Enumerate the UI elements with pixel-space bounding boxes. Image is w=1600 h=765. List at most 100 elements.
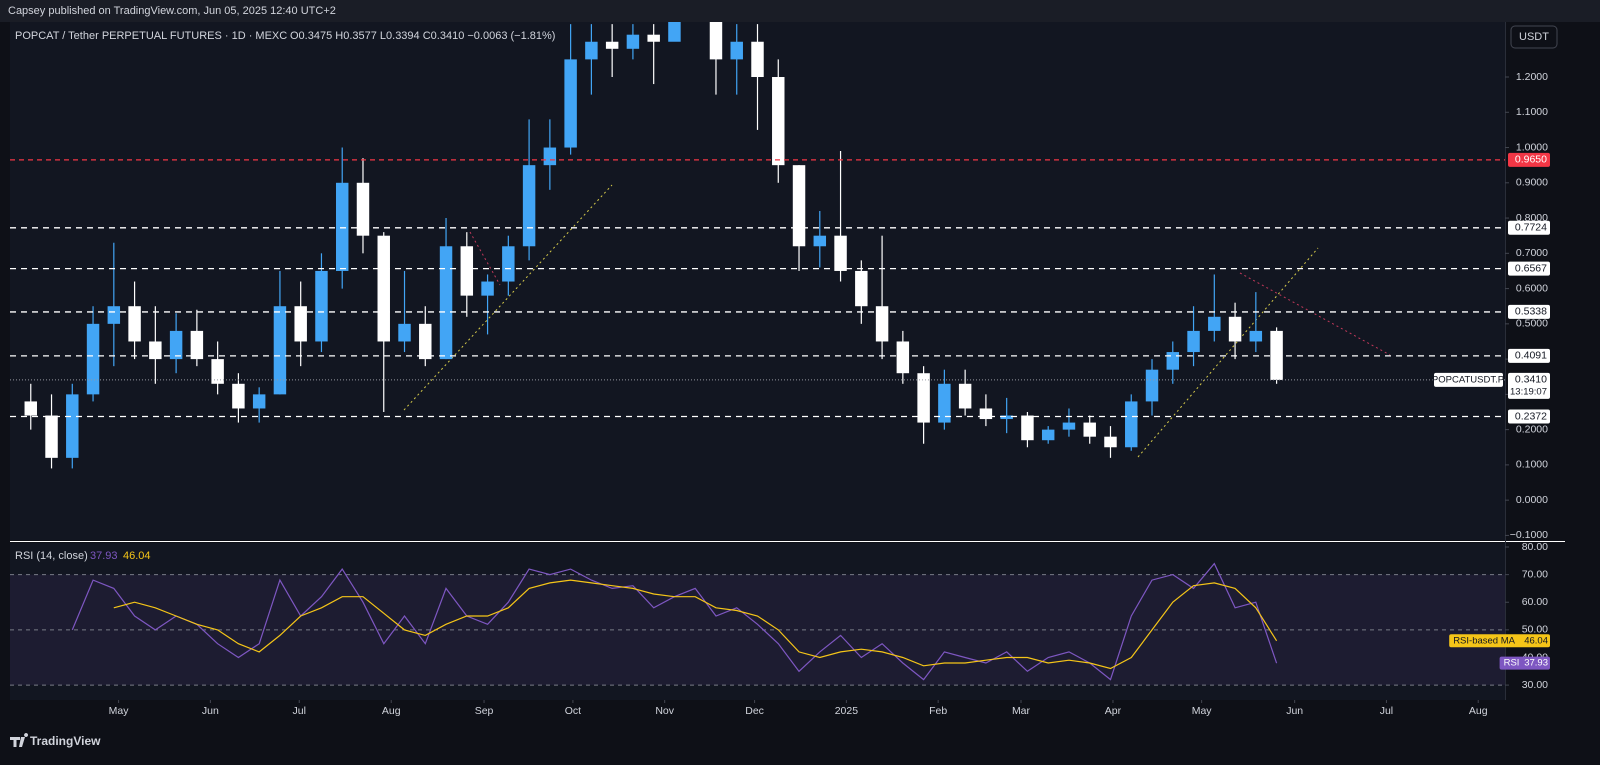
pane-title: RSI (14, close) (15, 550, 88, 562)
candle-body (647, 34, 660, 42)
candle-body (792, 165, 806, 247)
countdown-label: 13:19:07 (1510, 386, 1547, 397)
top-bar (0, 0, 1600, 22)
candle-body (481, 281, 494, 296)
x-tick-label: Jul (1380, 705, 1393, 717)
x-tick-label: Nov (655, 705, 674, 717)
candle-body (855, 270, 868, 307)
candle-body (252, 394, 266, 409)
x-tick-label: Feb (929, 705, 947, 717)
candle-body (502, 246, 515, 282)
brand: TradingView (30, 734, 101, 748)
series-tag-name: RSI (1504, 658, 1520, 669)
trendline (1137, 247, 1319, 458)
candle-body (813, 235, 827, 247)
y-tick-label: 0.7000 (1516, 247, 1548, 259)
candle-body (419, 323, 432, 360)
candle-body (211, 359, 224, 384)
candle-body (772, 77, 785, 166)
series-tag (1499, 656, 1550, 670)
candle-body (439, 246, 453, 360)
candle-body (356, 182, 370, 236)
symbol-tag (1434, 372, 1503, 387)
level-label: 0.7724 (1515, 222, 1547, 234)
candle-body (1166, 352, 1180, 370)
series-tag-value: 37.93 (1524, 658, 1548, 669)
y-tick-label: 60.00 (1522, 596, 1548, 608)
candle-body (605, 41, 619, 49)
legend-value: 46.04 (123, 550, 151, 562)
series-tag-value: 46.04 (1524, 635, 1548, 646)
drawings (403, 184, 1391, 458)
candle-body (190, 330, 204, 360)
plot-area (24, 22, 1283, 469)
candle-body (294, 306, 307, 342)
y-tick-label: 0.2000 (1516, 423, 1548, 435)
level-tag (1508, 220, 1550, 235)
level-label: 0.4091 (1515, 350, 1547, 362)
candle-body (45, 415, 58, 458)
x-tick-label: Oct (565, 705, 581, 717)
candle-body (149, 341, 162, 360)
trendline (469, 231, 501, 286)
candle-body (1062, 422, 1076, 430)
y-tick-label: 0.1000 (1516, 459, 1548, 471)
candle-body (66, 394, 79, 458)
rsi-pane (10, 543, 1505, 700)
candle-body (398, 323, 411, 342)
x-tick-label: Dec (745, 705, 764, 717)
series-line (113, 579, 1278, 670)
candle-body (24, 401, 37, 416)
y-tick-label: 1.1000 (1516, 106, 1548, 118)
candle-body (917, 373, 930, 423)
candle-body (1145, 369, 1159, 402)
series-tag-name: RSI-based MA (1453, 635, 1515, 646)
candle-body (1041, 429, 1055, 441)
last-price-tag (1508, 372, 1550, 399)
x-tick-label: Jun (1286, 705, 1303, 717)
symbol-title: POPCAT / Tether PERPETUAL FUTURES · 1D ·… (15, 30, 287, 42)
candle-body (1125, 401, 1138, 448)
candle-body (543, 147, 557, 166)
y-tick-label: 0.5000 (1516, 318, 1548, 330)
candle-body (273, 306, 287, 395)
currency-button[interactable] (1510, 25, 1558, 49)
y-tick-label: 0.9000 (1516, 177, 1548, 189)
candle-body (834, 235, 847, 271)
candle-body (377, 235, 390, 342)
candle-body (709, 22, 723, 60)
level-tag (1508, 261, 1550, 276)
y-tick-label: 30.00 (1522, 679, 1548, 691)
plot-area (10, 562, 1505, 686)
x-tick-label: May (109, 705, 130, 717)
trendline (1239, 272, 1391, 356)
candle-body (564, 59, 577, 148)
level-tag (1508, 152, 1550, 167)
candle-body (232, 383, 245, 409)
candle-body (668, 22, 681, 42)
level-tag (1508, 348, 1550, 363)
y-tick-label: 70.00 (1522, 568, 1548, 580)
logo (10, 733, 29, 747)
candle-body (751, 41, 764, 78)
candle-body (460, 246, 474, 296)
x-tick-label: Mar (1012, 705, 1031, 717)
candle-body (335, 182, 349, 271)
currency-label: USDT (1519, 31, 1549, 43)
candle-body (1104, 436, 1117, 448)
candle-body (979, 408, 993, 420)
x-tick-label: Jun (202, 705, 219, 717)
y-tick-label: 50.00 (1522, 624, 1548, 636)
x-tick-label: Jul (293, 705, 306, 717)
candle-body (1249, 330, 1263, 342)
x-tick-label: May (1192, 705, 1213, 717)
candle-body (1228, 316, 1242, 342)
y-tick-label: 1.2000 (1516, 71, 1548, 83)
y-tick-label: 80.00 (1522, 541, 1548, 553)
trendline (403, 184, 613, 411)
candle-body (107, 306, 121, 324)
x-tick-label: Sep (475, 705, 494, 717)
candle-body (958, 383, 972, 409)
